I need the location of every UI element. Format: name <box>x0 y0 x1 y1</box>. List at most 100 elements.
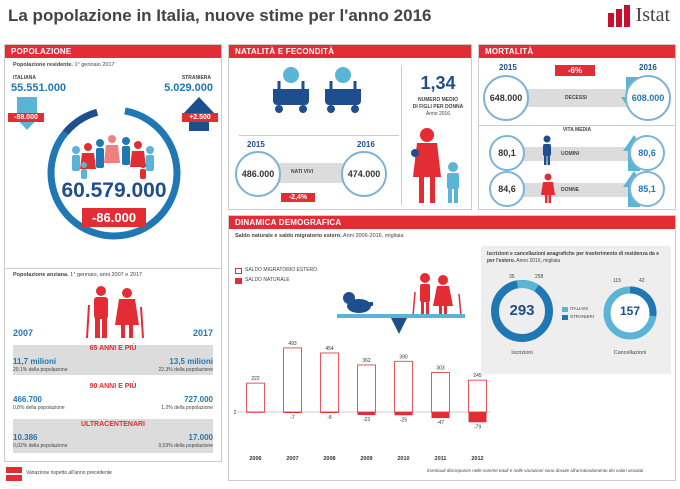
uomini-2016-circle: 80,6 <box>629 135 665 171</box>
iscr-b: 258 <box>535 274 544 280</box>
bar-naturale <box>357 412 376 415</box>
group-100-label: ULTRACENTENARI <box>80 421 146 428</box>
istat-logo-icon <box>607 4 632 27</box>
group-90-b-sub: 1,2% della popolazione <box>161 405 213 411</box>
natalita-header: NATALITÀ E FECONDITÀ <box>229 45 471 58</box>
label-migratorio: 245 <box>473 373 482 379</box>
group-100-row <box>13 419 213 453</box>
label-naturale: -25 <box>400 417 407 423</box>
group-65-b: 13,5 milioni <box>169 357 213 366</box>
logo-text: Istat <box>635 4 670 26</box>
decessi-bar <box>503 89 633 107</box>
natalita-panel: NATALITÀ E FECONDITÀ 2015 2016 486.000 N… <box>228 44 472 210</box>
label-naturale: -47 <box>437 420 444 426</box>
popolazione-panel: POPOLAZIONE Popolazione residente. 1° ge… <box>4 44 222 462</box>
label-migratorio: 493 <box>288 341 297 347</box>
nati-change: -2,4% <box>281 193 315 202</box>
group-100-a-sub: 0,02% della popolazione <box>13 443 68 449</box>
canc-label: Cancellazioni <box>613 350 647 356</box>
bar-naturale <box>394 412 413 416</box>
label-naturale: -8 <box>327 415 332 421</box>
istat-logo: Istat <box>607 4 670 27</box>
label-migratorio: 454 <box>325 346 334 352</box>
canc-b: 42 <box>639 278 645 284</box>
donne-bar <box>503 183 633 197</box>
group-65-b-sub: 22,3% della popolazione <box>158 367 214 373</box>
cancellazioni-donut <box>603 286 657 340</box>
dinamica-panel: DINAMICA DEMOGRAFICA Saldo naturale e sa… <box>228 215 676 481</box>
group-90-a-sub: 0,8% della popolazione <box>13 405 65 411</box>
label-naturale: -23 <box>363 417 370 423</box>
label-migratorio: 303 <box>436 366 445 372</box>
straniera-label: STRANIERA <box>181 75 211 81</box>
year-2017: 2017 <box>192 328 213 338</box>
bar-migratorio <box>394 360 413 413</box>
elderly-couple-icon <box>86 286 144 339</box>
mortalita-year-a: 2015 <box>499 63 517 72</box>
label-migratorio: 362 <box>362 358 371 364</box>
mortalita-header: MORTALITÀ <box>479 45 675 58</box>
dinamica-header: DINAMICA DEMOGRAFICA <box>229 216 675 229</box>
year-2007: 2007 <box>13 328 34 338</box>
footer-legend: Variazione rispetto all'anno precedente <box>26 470 112 476</box>
label-migratorio: 390 <box>399 354 408 360</box>
natalita-year-b: 2016 <box>357 140 375 149</box>
bar-naturale <box>468 412 487 423</box>
page-title: La popolazione in Italia, nuove stime pe… <box>8 6 432 25</box>
bar-naturale <box>246 411 265 413</box>
tick-label: 2006 <box>249 456 261 462</box>
italiana-change: -89.000 <box>8 113 44 122</box>
mortalita-panel: MORTALITÀ 2015 2016 -6% 648.000 DECESSI … <box>478 44 676 210</box>
straniera-change: +2.500 <box>182 113 218 122</box>
group-100-a: 10.386 <box>13 433 38 442</box>
nati-2016-circle: 474.000 <box>341 151 387 197</box>
bar-migratorio <box>431 372 450 413</box>
italiana-label: ITALIANA <box>13 75 36 81</box>
italiana-value: 55.551.000 <box>11 82 67 94</box>
group-90-a: 466.700 <box>13 395 42 404</box>
woman-icon <box>541 173 555 203</box>
decessi-change: -6% <box>555 65 595 76</box>
man-icon <box>543 135 551 165</box>
canc-a: 115 <box>613 278 621 284</box>
natalita-year-a: 2015 <box>247 140 265 149</box>
iscrizioni-donut <box>491 280 553 342</box>
bar-migratorio <box>283 347 302 413</box>
total-population: 60.579.000 <box>61 179 167 202</box>
group-65-row <box>13 345 213 375</box>
label-naturale: 2 <box>234 410 237 416</box>
decessi-label: DECESSI <box>565 95 587 101</box>
iscr-label: Iscrizioni <box>511 350 533 356</box>
group-65-a: 11,7 milioni <box>13 357 57 366</box>
figli-label-2: DI FIGLI PER DONNA <box>412 104 464 110</box>
family-group-icon <box>72 135 154 179</box>
group-90-b: 727.000 <box>184 395 213 404</box>
mortalita-year-b: 2016 <box>639 63 657 72</box>
tick-label: 2011 <box>435 456 447 462</box>
total-change: -86.000 <box>82 208 146 227</box>
bar-migratorio <box>357 364 376 413</box>
dinamica-note: Eventuali discrepanze nelle somme totali… <box>427 468 644 473</box>
vita-media-label: VITA MEDIA <box>562 127 592 133</box>
mother-child-icon <box>411 128 459 203</box>
population-ring <box>47 106 181 240</box>
variation-legend-icon <box>6 467 22 481</box>
figli-label-1: NUMERO MEDIO <box>418 97 458 103</box>
tick-label: 2009 <box>360 456 372 462</box>
anziana-caption: Popolazione anziana. 1° gennaio, anni 20… <box>13 272 143 278</box>
key-italiani: ITALIANI <box>570 306 588 311</box>
bar-naturale <box>283 412 302 413</box>
strollers-icon <box>273 67 361 113</box>
nati-label: NATI VIVI <box>291 169 314 175</box>
group-100-b-sub: 0,03% della popolazione <box>158 443 214 449</box>
straniera-value: 5.029.000 <box>164 82 213 94</box>
tick-label: 2007 <box>286 456 298 462</box>
tick-label: 2010 <box>397 456 409 462</box>
residente-caption: Popolazione residente. 1° gennaio 2017 <box>13 62 115 68</box>
donne-2016-circle: 85,1 <box>629 171 665 207</box>
decessi-2016-circle: 608.000 <box>625 75 671 121</box>
bar-naturale <box>431 412 450 419</box>
label-naturale: -79 <box>474 424 481 430</box>
group-65-a-sub: 20,1% della popolazione <box>13 367 68 373</box>
figli-year: Anno 2016 <box>425 111 451 117</box>
